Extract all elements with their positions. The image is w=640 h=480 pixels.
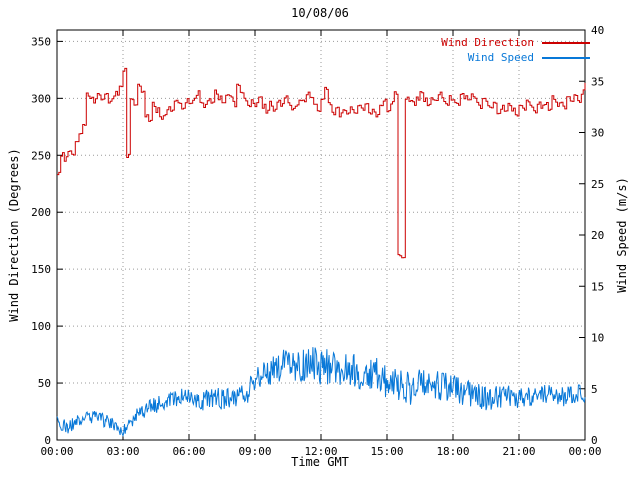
svg-text:10: 10 [591, 332, 604, 345]
legend-label-wind-direction: Wind Direction [441, 36, 534, 49]
svg-text:00:00: 00:00 [568, 445, 601, 458]
svg-text:00:00: 00:00 [40, 445, 73, 458]
svg-text:15:00: 15:00 [370, 445, 403, 458]
svg-text:06:00: 06:00 [172, 445, 205, 458]
svg-text:12:00: 12:00 [304, 445, 337, 458]
svg-text:100: 100 [31, 320, 51, 333]
y-axis-label-wind-direction: Wind Direction (Degrees) [7, 148, 21, 322]
svg-text:250: 250 [31, 149, 51, 162]
wind-speed-line-sample [542, 56, 590, 59]
svg-text:09:00: 09:00 [238, 445, 271, 458]
svg-text:18:00: 18:00 [436, 445, 469, 458]
svg-text:0: 0 [44, 434, 51, 447]
legend-label-wind-speed: Wind Speed [467, 51, 534, 64]
svg-text:21:00: 21:00 [502, 445, 535, 458]
svg-text:35: 35 [591, 75, 604, 88]
legend-item-wind-speed: Wind Speed [441, 51, 590, 64]
legend-item-wind-direction: Wind Direction [441, 36, 590, 49]
svg-text:30: 30 [591, 127, 604, 140]
svg-text:03:00: 03:00 [106, 445, 139, 458]
svg-text:50: 50 [38, 377, 51, 390]
svg-text:5: 5 [591, 383, 598, 396]
svg-text:25: 25 [591, 178, 604, 191]
svg-text:300: 300 [31, 92, 51, 105]
svg-text:150: 150 [31, 263, 51, 276]
y-axis-label-wind-speed: Wind Speed (m/s) [615, 177, 629, 293]
svg-text:0: 0 [591, 434, 598, 447]
chart-title: 10/08/06 [291, 6, 349, 20]
x-axis-label-time: Time GMT [291, 455, 349, 469]
svg-text:20: 20 [591, 229, 604, 242]
svg-text:200: 200 [31, 206, 51, 219]
svg-text:350: 350 [31, 35, 51, 48]
legend: Wind Direction Wind Speed [441, 36, 590, 64]
wind-direction-line-sample [542, 41, 590, 44]
svg-text:40: 40 [591, 24, 604, 37]
svg-text:15: 15 [591, 280, 604, 293]
